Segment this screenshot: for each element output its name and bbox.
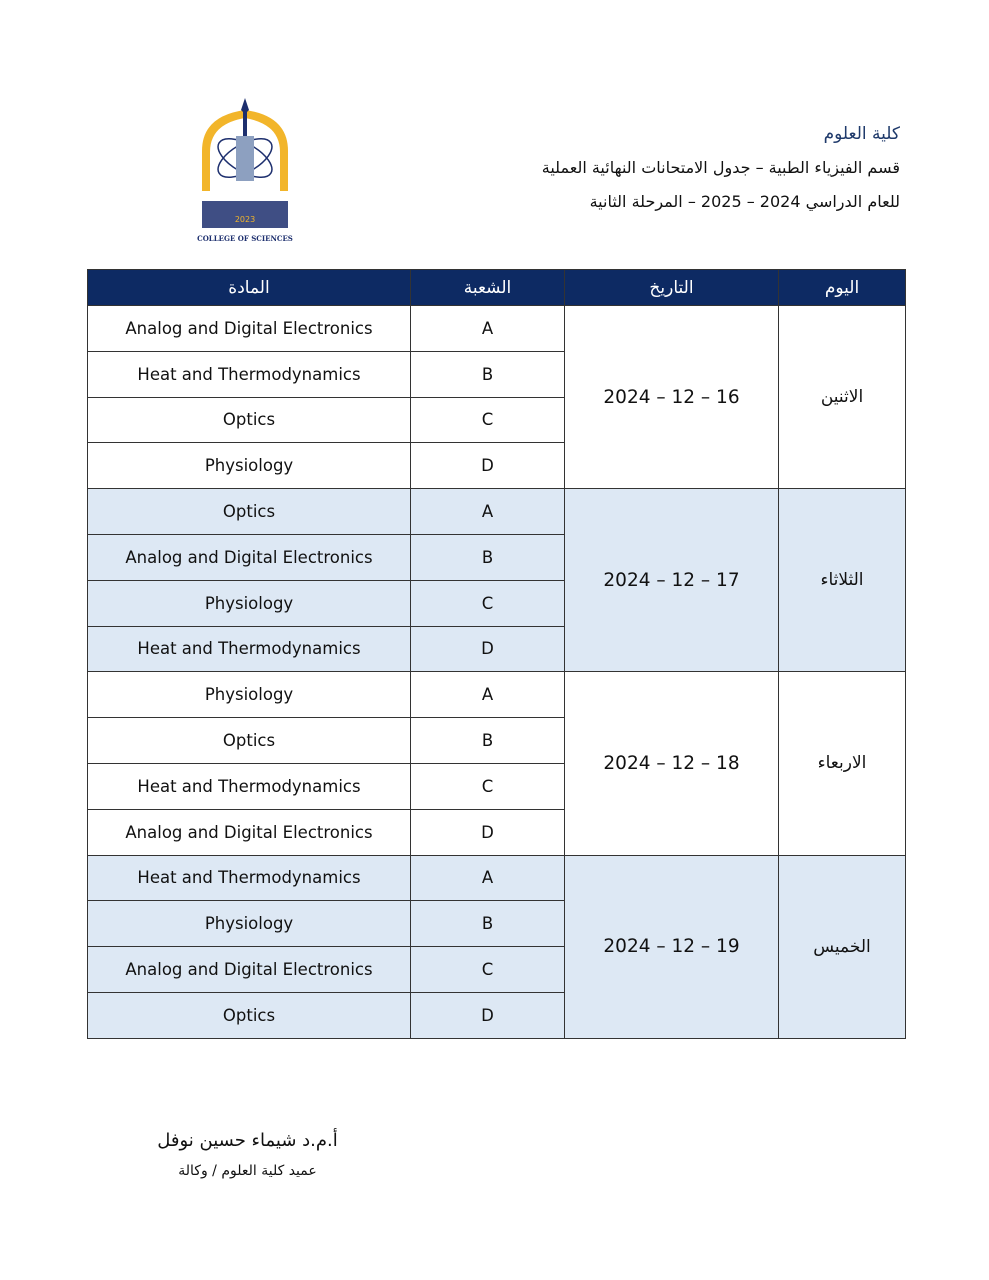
section-cell: C: [410, 396, 565, 444]
section-cell: C: [410, 946, 565, 993]
section-cell: A: [410, 854, 565, 902]
section-cell: C: [410, 762, 565, 810]
table-row: Physiology A 2024 – 12 – 18 الاربعاء: [87, 671, 906, 856]
section-cell: A: [410, 305, 565, 352]
table-row: Analog and Digital Electronics B: [87, 533, 906, 581]
subject-cell: Analog and Digital Electronics: [87, 946, 411, 993]
document-title: قسم الفيزياء الطبية – جدول الامتحانات ال…: [541, 158, 900, 177]
date-cell: 2024 – 12 – 18: [564, 671, 779, 856]
subject-cell: Heat and Thermodynamics: [87, 762, 411, 810]
exam-schedule-table: المادة الشعبة التاريخ اليوم Analog and D…: [87, 269, 906, 1039]
subject-cell: Analog and Digital Electronics: [87, 305, 411, 352]
date-cell: 2024 – 12 – 17: [564, 488, 779, 673]
day-cell: الاثنين: [778, 304, 906, 490]
section-cell: D: [410, 442, 565, 490]
table-row: Optics A 2024 – 12 – 17 الثلاثاء: [87, 488, 906, 673]
table-row: Heat and Thermodynamics B: [87, 350, 906, 398]
day-cell: الاربعاء: [778, 671, 906, 856]
table-row: Physiology C: [87, 579, 906, 627]
table-row: Heat and Thermodynamics C: [87, 762, 906, 810]
table-row: Optics B: [87, 717, 906, 764]
section-cell: D: [410, 991, 565, 1039]
subject-cell: Physiology: [87, 671, 411, 719]
subject-cell: Physiology: [87, 579, 411, 627]
table-row: Analog and Digital Electronics C: [87, 946, 906, 993]
subject-cell: Optics: [87, 488, 411, 535]
table-row: Optics C: [87, 396, 906, 444]
table-row: Heat and Thermodynamics D: [87, 625, 906, 673]
subject-cell: Heat and Thermodynamics: [87, 350, 411, 398]
table-header-row: المادة الشعبة التاريخ اليوم: [87, 269, 906, 306]
section-cell: B: [410, 533, 565, 581]
day-cell: الخميس: [778, 854, 906, 1039]
header-section: الشعبة: [410, 269, 565, 306]
svg-text:2023: 2023: [235, 215, 255, 224]
section-cell: A: [410, 488, 565, 535]
subject-cell: Optics: [87, 396, 411, 444]
section-cell: B: [410, 350, 565, 398]
subject-cell: Heat and Thermodynamics: [87, 854, 411, 902]
table-row: Physiology B: [87, 900, 906, 948]
section-cell: C: [410, 579, 565, 627]
subject-cell: Analog and Digital Electronics: [87, 808, 411, 856]
section-cell: B: [410, 900, 565, 948]
section-cell: D: [410, 625, 565, 673]
section-cell: B: [410, 717, 565, 764]
table-row: Heat and Thermodynamics A 2024 – 12 – 19 ال…: [87, 854, 906, 1039]
day-cell: الثلاثاء: [778, 488, 906, 673]
table-row: Optics D: [87, 991, 906, 1039]
document-subtitle: للعام الدراسي 2024 – 2025 – المرحلة الثا…: [589, 192, 900, 211]
section-cell: D: [410, 808, 565, 856]
date-cell: 2024 – 12 – 16: [564, 304, 779, 490]
college-name: كلية العلوم: [823, 124, 900, 144]
subject-cell: Optics: [87, 991, 411, 1039]
subject-cell: Physiology: [87, 442, 411, 490]
signatory-name: أ.م.د شيماء حسين نوفل: [157, 1130, 338, 1151]
section-cell: A: [410, 671, 565, 719]
table-row: Physiology D: [87, 442, 906, 490]
table-row: Analog and Digital Electronics A 2024 – 12…: [87, 304, 906, 490]
header-subject: المادة: [87, 269, 411, 306]
header-day: اليوم: [778, 269, 906, 306]
subject-cell: Heat and Thermodynamics: [87, 625, 411, 673]
signatory-title: عميد كلية العلوم / وكالة: [178, 1163, 317, 1179]
university-logo: 2023 COLLEGE OF SCIENCES: [197, 98, 293, 243]
subject-cell: Analog and Digital Electronics: [87, 533, 411, 581]
date-cell: 2024 – 12 – 19: [564, 854, 779, 1039]
svg-text:COLLEGE OF SCIENCES: COLLEGE OF SCIENCES: [197, 234, 293, 243]
header-date: التاريخ: [564, 269, 779, 306]
subject-cell: Physiology: [87, 900, 411, 948]
subject-cell: Optics: [87, 717, 411, 764]
